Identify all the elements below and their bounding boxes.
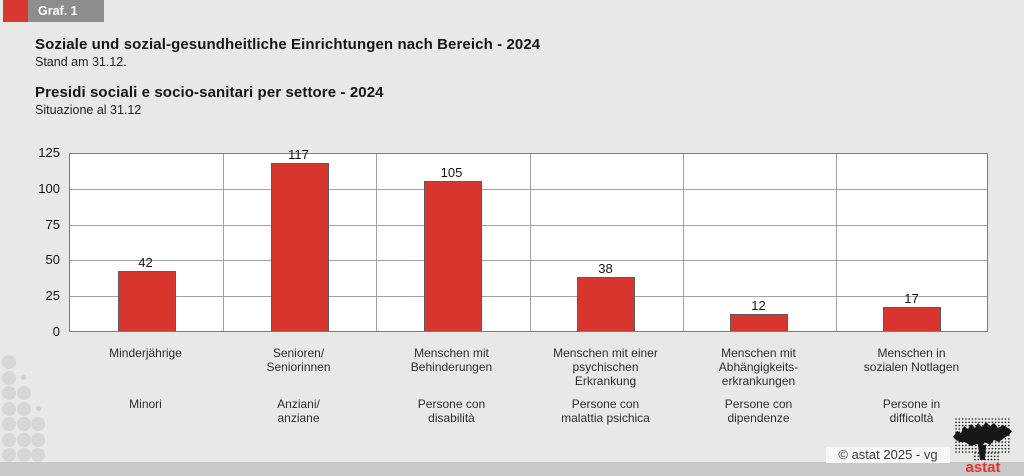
decorative-dot — [16, 448, 31, 462]
chart-title-italian: Presidi sociali e socio-sanitari per set… — [35, 84, 384, 101]
bar-3 — [424, 181, 482, 331]
decorative-dot — [31, 448, 45, 462]
category-label-italian: Persone con malattia psichica — [561, 397, 650, 425]
decorative-dot — [21, 375, 26, 380]
gridline-v — [223, 154, 224, 331]
category-label-italian: Minori — [129, 397, 162, 411]
bar-4 — [577, 277, 635, 331]
y-tick-label: 125 — [38, 145, 60, 160]
bar-chart-plot-area — [69, 153, 988, 332]
decorative-dot — [2, 401, 16, 416]
bar-value-label: 117 — [288, 147, 309, 162]
category-label-german: Senioren/ Seniorinnen — [266, 346, 331, 374]
y-tick-label: 75 — [45, 216, 60, 232]
copyright-text: © astat 2025 - vg — [826, 447, 950, 463]
bar-2 — [271, 163, 329, 331]
category-label-italian: Persone con disabilità — [417, 397, 486, 425]
astat-logo: astat — [953, 418, 1012, 476]
gridline-h — [70, 296, 987, 298]
decorative-dot — [2, 432, 16, 447]
y-tick-label: 100 — [38, 180, 60, 196]
y-tick-label: 25 — [45, 288, 60, 304]
decorative-dot — [16, 417, 31, 431]
bar-value-label: 42 — [138, 255, 153, 270]
category-label-german: Minderjährige — [109, 346, 182, 360]
decorative-dot — [35, 406, 41, 411]
category-label-german: Menschen in sozialen Notlagen — [863, 346, 960, 374]
bar-value-label: 38 — [598, 261, 613, 276]
decorative-dot — [31, 417, 45, 431]
category-label-german: Menschen mit einer psychischen Erkrankun… — [553, 346, 658, 388]
bar-6 — [883, 307, 941, 331]
south-tyrol-map-icon — [953, 422, 1012, 447]
red-accent-square — [3, 0, 28, 22]
decorative-dot — [2, 355, 16, 369]
gridline-h — [70, 188, 987, 190]
chart-subtitle-german: Stand am 31.12. — [35, 55, 127, 69]
south-tyrol-map-tail — [978, 445, 986, 460]
gridline-v — [836, 154, 837, 331]
gridline-v — [376, 154, 377, 331]
y-tick-label: 0 — [52, 324, 60, 339]
gridline-v — [683, 154, 684, 331]
category-label-italian: Anziani/ anziane — [277, 397, 320, 425]
decorative-dot — [2, 370, 16, 385]
decorative-dot — [16, 401, 31, 416]
category-label-german: Menschen mit Behinderungen — [410, 346, 493, 374]
graf-badge: Graf. 1 — [28, 0, 104, 22]
category-label-italian: Persone con dipendenze — [724, 397, 793, 425]
decorative-dot — [2, 448, 16, 462]
gridline-h — [70, 224, 987, 226]
chart-subtitle-italian: Situazione al 31.12 — [35, 103, 142, 117]
gridline-h — [70, 260, 987, 262]
chart-title-german: Soziale und sozial-gesundheitliche Einri… — [35, 36, 541, 53]
category-label-german: Menschen mit Abhängigkeits- erkrankungen — [718, 346, 799, 388]
decorative-dot — [31, 432, 45, 447]
bar-value-label: 105 — [440, 165, 463, 180]
footer-bar — [0, 462, 1024, 476]
bar-value-label: 12 — [751, 298, 766, 313]
y-tick-label: 50 — [45, 252, 60, 268]
category-label-italian: Persone in difficoltà — [882, 397, 941, 425]
decorative-dot — [2, 417, 16, 431]
decorative-dot — [16, 386, 31, 400]
bar-5 — [730, 314, 788, 331]
bar-value-label: 17 — [904, 291, 919, 306]
bar-1 — [118, 271, 176, 331]
decorative-dot — [16, 432, 31, 447]
gridline-v — [530, 154, 531, 331]
decorative-dot — [2, 386, 16, 400]
logo-wordmark: astat — [965, 459, 1000, 476]
